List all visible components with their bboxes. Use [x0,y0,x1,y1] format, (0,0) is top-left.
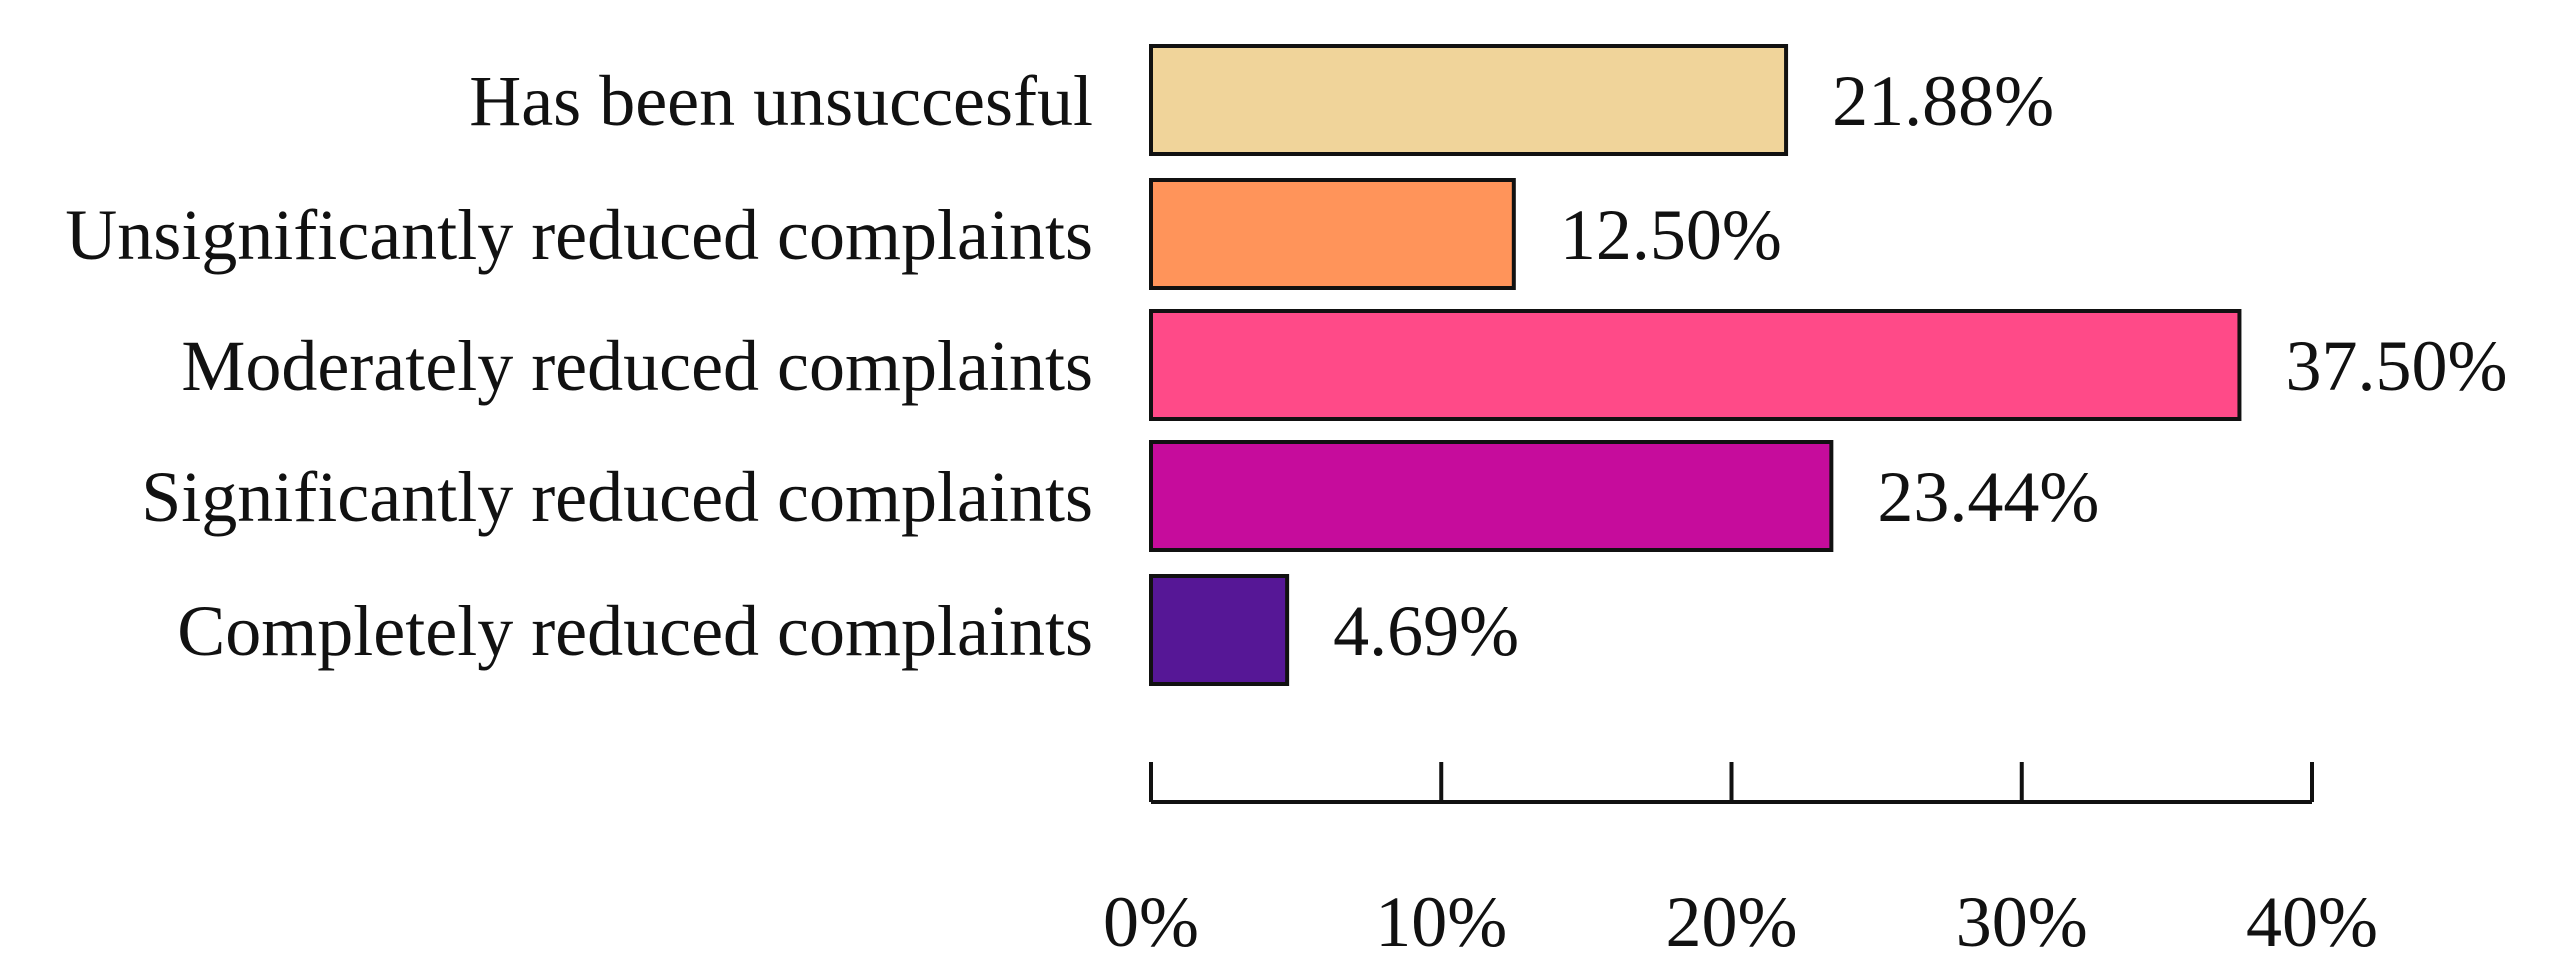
value-label: 12.50% [1560,195,1782,275]
value-label: 37.50% [2285,326,2507,406]
x-tick-label: 40% [2246,882,2378,962]
x-axis: 0% 10% 20% 30% 40% [1103,762,2378,962]
category-label: Significantly reduced complaints [141,457,1093,537]
category-labels: Has been unsuccesful Unsignificantly redu… [65,61,1093,671]
x-tick-label: 30% [1956,882,2088,962]
bar-2 [1149,178,1516,290]
bars [1149,44,2242,686]
x-tick-label: 10% [1375,882,1507,962]
bar-5 [1149,574,1290,686]
category-label: Has been unsuccesful [469,61,1093,141]
x-tick-label: 0% [1103,882,1199,962]
value-label: 23.44% [1877,457,2099,537]
bar-4 [1149,440,1834,552]
category-label: Completely reduced complaints [177,591,1093,671]
category-label: Moderately reduced complaints [181,326,1093,406]
value-label: 21.88% [1832,61,2054,141]
bar-3 [1149,309,2242,421]
value-labels: 21.88% 12.50% 37.50% 23.44% 4.69% [1333,61,2507,671]
bar-1 [1149,44,1789,156]
value-label: 4.69% [1333,591,1519,671]
category-label: Unsignificantly reduced complaints [65,195,1093,275]
x-tick-label: 20% [1666,882,1798,962]
